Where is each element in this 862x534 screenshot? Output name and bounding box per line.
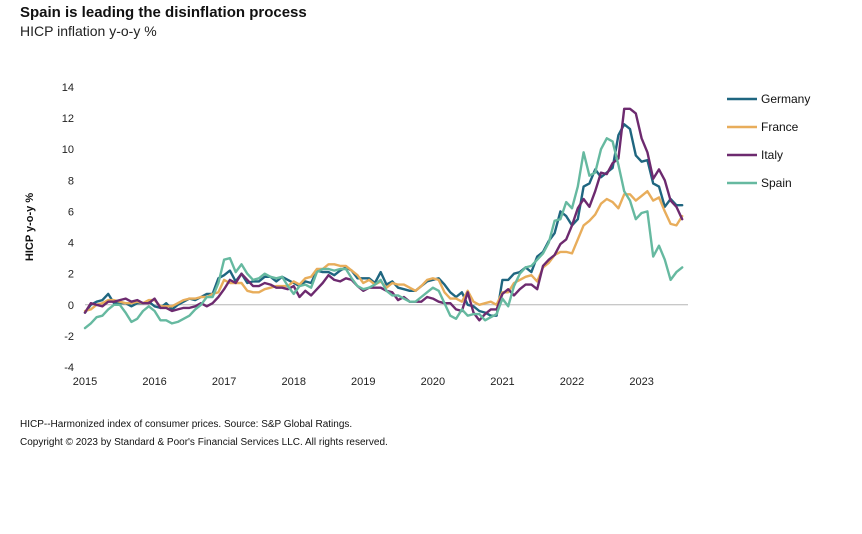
y-tick-label: 10 [62,144,74,156]
x-tick-label: 2019 [351,376,375,388]
y-tick-label: 8 [68,175,74,187]
y-tick-label: 14 [62,82,74,94]
x-tick-label: 2015 [73,376,97,388]
y-tick-label: -2 [64,331,74,343]
y-tick-label: 0 [68,300,74,312]
chart-legend: Germany France Italy Spain [727,92,810,190]
y-tick-label: -4 [64,362,74,374]
x-tick-label: 2017 [212,376,236,388]
footnote-source: HICP--Harmonized index of consumer price… [20,419,353,430]
legend-label-italy: Italy [761,148,783,162]
legend-label-spain: Spain [761,176,792,190]
series-line-italy [83,107,684,322]
series-line-spain [83,137,684,330]
chart-series [83,107,684,330]
series-line-germany [83,123,684,317]
chart-title: Spain is leading the disinflation proces… [20,4,307,21]
y-tick-label: 2 [68,269,74,281]
chart-axes: -4 -2 0 2 4 6 8 10 12 14 2015 2016 2017 2018 2019 2020 2… [24,82,688,388]
x-tick-label: 2016 [142,376,166,388]
y-tick-label: 4 [68,238,74,250]
footnote-copyright: Copyright © 2023 by Standard & Poor's Fi… [20,437,388,448]
y-tick-label: 12 [62,113,74,125]
chart-subtitle: HICP inflation y-o-y % [20,23,157,39]
legend-label-france: France [761,120,799,134]
line-chart: -4 -2 0 2 4 6 8 10 12 14 2015 2016 2017 2018 2019 2020 2… [24,82,810,388]
x-tick-label: 2022 [560,376,584,388]
y-tick-label: 6 [68,206,74,218]
legend-label-germany: Germany [761,92,810,106]
x-tick-label: 2023 [629,376,653,388]
x-tick-label: 2021 [490,376,514,388]
y-axis-title: HICP y-o-y % [24,193,36,261]
x-tick-label: 2020 [421,376,445,388]
x-tick-label: 2018 [281,376,305,388]
series-line-france [83,189,684,313]
